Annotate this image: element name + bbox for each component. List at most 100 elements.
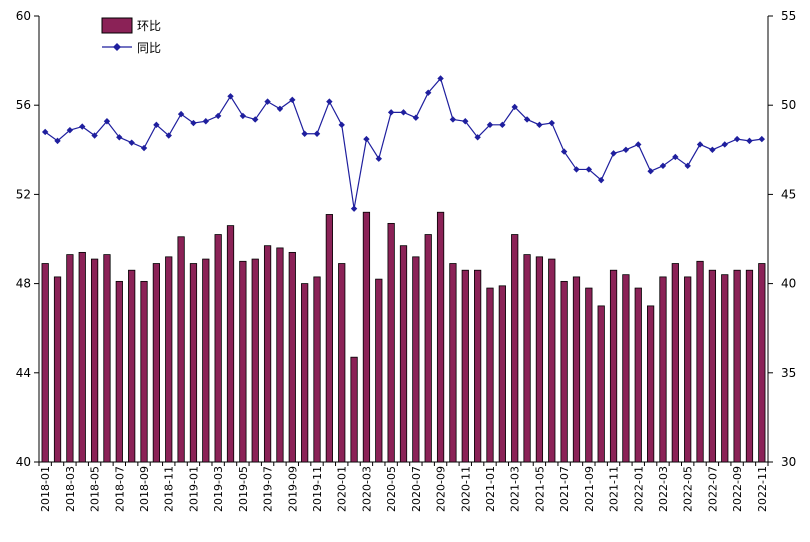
bar <box>721 274 729 463</box>
point <box>190 119 197 127</box>
bar <box>165 256 173 463</box>
point <box>536 121 543 129</box>
x-tick-label: 2020-01 <box>336 466 349 512</box>
x-tick-label: 2019-07 <box>262 466 275 512</box>
point <box>585 166 593 173</box>
bar <box>474 269 482 463</box>
bar <box>251 258 259 463</box>
point <box>523 116 531 123</box>
point <box>511 103 518 111</box>
bar <box>78 251 86 463</box>
x-tick-label: 2018-01 <box>39 466 52 512</box>
point <box>103 118 111 125</box>
x-tick-label: 2019-11 <box>311 466 324 512</box>
bar <box>684 276 692 463</box>
x-tick-label: 2022-09 <box>731 466 744 512</box>
point <box>672 153 679 161</box>
x-tick-label: 2021-05 <box>533 466 546 512</box>
point <box>239 112 247 120</box>
bar <box>189 263 198 463</box>
point <box>709 146 716 153</box>
point <box>560 148 568 155</box>
bar-series-huanbi <box>41 211 766 463</box>
point <box>425 89 432 96</box>
right-y-axis: 30 35 40 45 50 55 <box>768 9 796 469</box>
bar <box>338 263 346 463</box>
point <box>659 162 667 170</box>
point <box>622 146 630 153</box>
x-tick-label: 2021-01 <box>484 466 497 512</box>
bar <box>41 263 49 463</box>
x-tick-label: 2019-05 <box>237 466 250 512</box>
bar <box>560 280 568 463</box>
point <box>153 121 160 129</box>
point <box>548 119 555 127</box>
point <box>350 205 358 212</box>
bar <box>412 256 420 463</box>
bar <box>634 287 642 463</box>
bar <box>523 254 531 463</box>
x-tick-label: 2019-03 <box>212 466 225 512</box>
point <box>696 141 704 148</box>
point <box>301 130 308 137</box>
x-tick-label: 2022-07 <box>706 466 719 512</box>
x-tick-label: 2018-05 <box>89 466 102 512</box>
bar <box>177 236 185 463</box>
bar <box>696 260 704 463</box>
bar <box>498 285 506 463</box>
bar <box>572 276 581 463</box>
point <box>486 121 494 129</box>
bar <box>313 276 321 463</box>
point <box>499 121 506 129</box>
point <box>647 168 654 175</box>
right-tick-label: 45 <box>781 187 796 201</box>
point <box>202 118 210 125</box>
legend-marker-tongbi <box>113 43 121 51</box>
right-tick-label: 40 <box>781 277 796 291</box>
left-y-axis: 40 44 48 52 56 60 <box>16 9 39 469</box>
right-tick-label: 55 <box>781 9 796 23</box>
bar <box>239 260 247 463</box>
x-axis: 2018-01 2018-03 2018-05 2018-07 2018-09 2018-… <box>38 462 769 512</box>
bar <box>647 305 655 463</box>
point <box>610 150 617 157</box>
x-tick-label: 2021-09 <box>583 466 596 512</box>
bar <box>461 269 469 463</box>
bar <box>214 234 222 463</box>
bar <box>387 222 395 463</box>
x-tick-label: 2022-11 <box>756 466 769 512</box>
point <box>462 118 469 125</box>
point <box>165 132 172 139</box>
bar <box>362 211 371 463</box>
point <box>128 139 135 146</box>
point <box>177 110 185 118</box>
point <box>276 105 284 112</box>
point <box>79 123 86 130</box>
bar <box>325 214 333 463</box>
bar <box>263 245 272 463</box>
bar <box>733 269 741 463</box>
bar <box>486 287 494 463</box>
x-tick-label: 2019-09 <box>286 466 299 512</box>
bar <box>449 263 457 463</box>
series-line <box>44 77 762 209</box>
bar <box>436 211 445 463</box>
bar <box>90 258 99 463</box>
right-tick-label: 50 <box>781 98 796 112</box>
point <box>387 109 395 116</box>
bar <box>103 254 111 463</box>
bar <box>140 280 148 463</box>
x-tick-label: 2020-05 <box>385 466 398 512</box>
point <box>289 96 296 104</box>
bar <box>399 245 408 463</box>
point <box>412 114 420 121</box>
bar <box>609 269 618 463</box>
point <box>746 137 753 145</box>
point <box>66 126 74 134</box>
left-tick-label: 56 <box>16 98 31 112</box>
bar <box>276 247 284 463</box>
bar <box>511 234 519 463</box>
point <box>227 93 234 100</box>
bar <box>585 287 593 463</box>
point <box>573 166 580 173</box>
